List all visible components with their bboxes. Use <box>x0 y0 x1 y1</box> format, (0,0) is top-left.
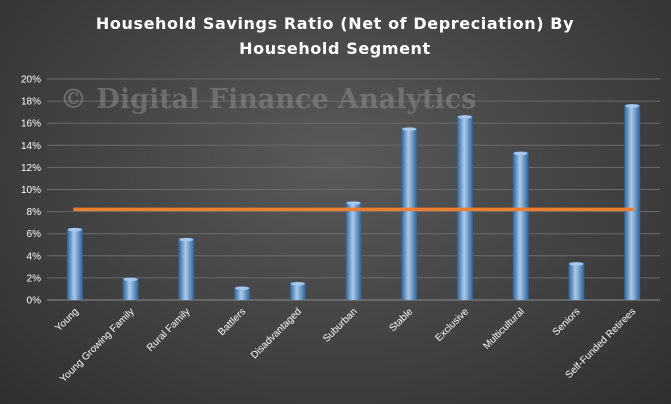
bar <box>624 104 641 300</box>
y-tick-label: 10% <box>21 185 41 196</box>
bar-cap <box>457 115 472 119</box>
y-tick-label: 6% <box>27 229 42 240</box>
bar-cap <box>402 127 417 131</box>
y-tick-label: 14% <box>21 141 41 152</box>
x-tick-label: Rural Family <box>145 306 192 353</box>
watermark-text: © Digital Finance Analytics <box>60 84 476 115</box>
y-tick-label: 0% <box>27 296 42 307</box>
y-tick-label: 8% <box>27 207 42 218</box>
x-tick-label: Exclusive <box>433 306 471 344</box>
bar-cap <box>179 237 194 242</box>
x-tick-label: Disadvantaged <box>249 306 304 361</box>
bar-cap <box>625 104 640 108</box>
bar <box>568 262 585 300</box>
bars <box>66 104 641 301</box>
bar <box>122 277 139 300</box>
bar <box>178 238 195 300</box>
bar <box>345 201 362 300</box>
bar <box>401 127 418 301</box>
x-tick-label: Battlers <box>216 306 248 338</box>
y-tick-label: 4% <box>27 251 42 262</box>
bar-cap <box>513 151 528 156</box>
bar-cap <box>290 282 305 286</box>
y-tick-label: 2% <box>27 273 42 284</box>
y-tick-label: 20% <box>21 75 41 86</box>
y-tick-label: 16% <box>21 119 41 130</box>
chart-title-line-1: Household Savings Ratio (Net of Deprecia… <box>96 14 574 33</box>
x-tick-label: Young <box>53 306 81 334</box>
bar <box>289 282 306 300</box>
y-tick-label: 18% <box>21 97 41 108</box>
y-tick-label: 12% <box>21 163 41 174</box>
bar <box>234 286 251 300</box>
x-tick-label: Multicultural <box>481 306 527 352</box>
bar-cap <box>235 286 250 291</box>
x-tick-label: Suburban <box>321 306 359 344</box>
bar-cap <box>569 262 584 266</box>
y-axis-ticks: 0% 2% 4% 6% 8% 10% 12% 14% 16% 18% 20% <box>21 75 41 307</box>
bar <box>512 151 529 300</box>
bar-cap <box>346 201 361 205</box>
chart-title-line-2: Household Segment <box>239 39 431 58</box>
x-tick-label: Seniors <box>551 306 583 338</box>
bar-cap <box>123 277 138 282</box>
x-tick-label: Stable <box>388 306 416 334</box>
bar <box>66 228 83 300</box>
bar-cap <box>67 227 82 232</box>
